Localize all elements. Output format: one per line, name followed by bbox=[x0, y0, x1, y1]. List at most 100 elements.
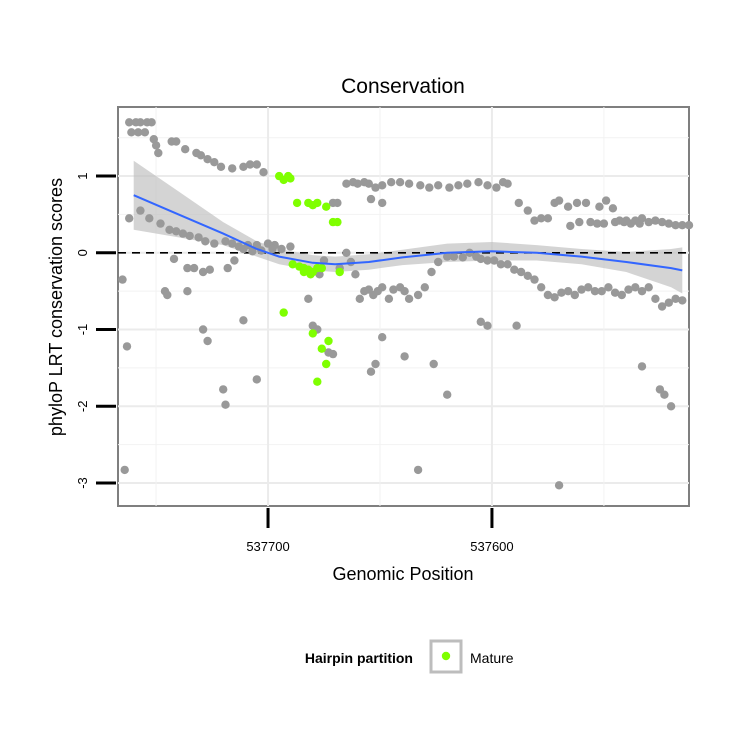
point-other bbox=[575, 217, 584, 227]
point-other bbox=[378, 198, 387, 208]
point-other bbox=[678, 296, 687, 305]
point-other bbox=[434, 257, 443, 267]
point-other bbox=[523, 271, 532, 280]
legend: Hairpin partition Mature bbox=[305, 639, 514, 674]
point-mature bbox=[322, 202, 331, 211]
x-tick-label: 537600 bbox=[470, 539, 513, 554]
point-mature bbox=[286, 174, 295, 183]
point-other bbox=[239, 316, 248, 325]
point-other bbox=[198, 267, 208, 277]
point-other bbox=[228, 164, 237, 173]
legend-title: Hairpin partition bbox=[305, 650, 413, 666]
point-other bbox=[557, 288, 566, 297]
point-other bbox=[543, 214, 553, 223]
point-other bbox=[572, 198, 582, 208]
point-other bbox=[239, 244, 248, 254]
point-other bbox=[420, 283, 429, 292]
point-other bbox=[516, 267, 526, 277]
point-other bbox=[366, 194, 376, 204]
point-other bbox=[563, 287, 573, 296]
y-tick-label: -1 bbox=[75, 324, 90, 336]
point-other bbox=[644, 217, 653, 227]
point-other bbox=[434, 181, 443, 190]
point-other bbox=[216, 162, 226, 171]
point-mature bbox=[299, 267, 309, 277]
point-other bbox=[178, 229, 188, 238]
point-other bbox=[252, 375, 261, 384]
point-other bbox=[205, 265, 214, 274]
point-other bbox=[604, 283, 613, 292]
point-other bbox=[584, 283, 593, 292]
point-mature bbox=[292, 198, 302, 208]
point-mature bbox=[313, 377, 322, 386]
point-other bbox=[194, 233, 203, 242]
point-other bbox=[429, 359, 438, 369]
point-other bbox=[523, 206, 532, 215]
point-other bbox=[333, 198, 342, 208]
point-other bbox=[127, 128, 136, 137]
point-other bbox=[198, 325, 208, 334]
point-other bbox=[483, 256, 492, 265]
point-other bbox=[514, 198, 523, 208]
point-other bbox=[671, 294, 680, 303]
point-other bbox=[389, 285, 398, 294]
point-other bbox=[425, 183, 434, 192]
point-other bbox=[678, 221, 687, 230]
point-mature bbox=[333, 217, 342, 227]
point-other bbox=[346, 257, 356, 267]
point-mature bbox=[288, 260, 297, 269]
point-other bbox=[221, 237, 230, 246]
point-other bbox=[537, 283, 546, 292]
y-axis-label: phyloP LRT conservation scores bbox=[46, 178, 66, 436]
point-other bbox=[476, 317, 485, 326]
point-other bbox=[476, 254, 485, 264]
point-other bbox=[259, 168, 268, 177]
point-other bbox=[353, 179, 362, 188]
point-other bbox=[581, 198, 591, 208]
loess-smooth-line bbox=[133, 194, 683, 272]
point-other bbox=[664, 298, 673, 307]
point-other bbox=[483, 321, 492, 330]
point-other bbox=[172, 137, 181, 146]
point-mature bbox=[313, 198, 322, 208]
point-other bbox=[570, 290, 579, 300]
point-other bbox=[608, 204, 618, 213]
point-other bbox=[404, 179, 414, 188]
point-other bbox=[684, 221, 694, 230]
point-other bbox=[223, 263, 232, 273]
point-mature bbox=[322, 359, 331, 369]
point-other bbox=[125, 118, 134, 127]
point-other bbox=[483, 181, 492, 190]
point-other bbox=[118, 275, 127, 284]
point-other bbox=[563, 202, 573, 211]
x-tick-label: 537700 bbox=[246, 539, 289, 554]
point-other bbox=[413, 290, 423, 300]
point-other bbox=[530, 216, 539, 225]
point-other bbox=[512, 321, 521, 330]
point-other bbox=[151, 141, 161, 150]
point-other bbox=[378, 333, 387, 342]
point-mature bbox=[317, 263, 326, 273]
point-other bbox=[554, 196, 564, 205]
point-other bbox=[201, 237, 210, 246]
point-mature bbox=[335, 267, 344, 277]
point-other bbox=[248, 247, 257, 256]
point-other bbox=[395, 178, 405, 187]
point-other bbox=[371, 359, 380, 369]
point-other bbox=[228, 239, 237, 248]
point-other bbox=[666, 402, 676, 411]
point-other bbox=[599, 219, 609, 228]
point-other bbox=[566, 221, 575, 231]
point-mature bbox=[317, 344, 326, 353]
point-other bbox=[554, 481, 564, 490]
point-other bbox=[252, 160, 261, 169]
point-other bbox=[458, 253, 467, 262]
point-other bbox=[610, 288, 620, 297]
point-mature bbox=[306, 270, 315, 279]
y-axis: -3 -2 -1 0 1 bbox=[75, 172, 116, 489]
point-other bbox=[624, 285, 633, 294]
point-other bbox=[617, 290, 626, 300]
point-other bbox=[449, 252, 459, 261]
point-other bbox=[610, 217, 620, 227]
y-tick-label: 1 bbox=[75, 172, 90, 179]
